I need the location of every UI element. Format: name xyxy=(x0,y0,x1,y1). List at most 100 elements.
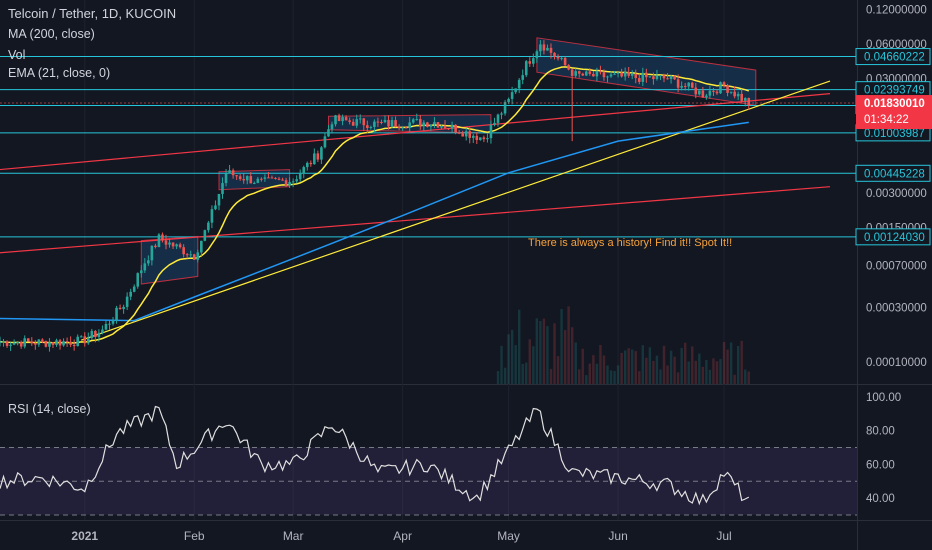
candle-body xyxy=(701,90,705,98)
candle-body xyxy=(277,178,281,180)
candle-body xyxy=(51,342,55,345)
candle-body xyxy=(426,122,429,127)
date-label: 2021 xyxy=(71,529,98,543)
candle-body xyxy=(436,122,440,128)
candle-body xyxy=(567,65,570,70)
candle-body xyxy=(733,91,736,97)
candle-body xyxy=(122,306,125,310)
volume-bar xyxy=(669,350,673,384)
candle-body xyxy=(256,178,260,183)
candle-body xyxy=(108,323,111,325)
candle-body xyxy=(475,135,479,141)
candle-body xyxy=(72,344,76,347)
candle-body xyxy=(217,193,221,206)
candle-body xyxy=(673,76,676,80)
candle-body xyxy=(125,296,129,307)
candle-body xyxy=(139,270,143,274)
candle-body xyxy=(708,90,712,96)
price-tick-label: 0.06000000 xyxy=(866,39,927,51)
candle-body xyxy=(341,117,344,122)
candle-body xyxy=(207,222,210,231)
candle-body xyxy=(168,242,171,245)
ma-legend[interactable]: MA (200, close) xyxy=(8,27,95,41)
candle-body xyxy=(666,78,669,80)
candle-body xyxy=(620,72,623,77)
volume-bar xyxy=(592,355,595,384)
candle-body xyxy=(592,73,595,77)
candle-body xyxy=(30,341,34,344)
volume-bar xyxy=(729,342,733,384)
candle-body xyxy=(408,122,412,128)
candle-body xyxy=(514,88,517,93)
candle-body xyxy=(224,173,228,184)
candle-body xyxy=(192,254,196,260)
candle-body xyxy=(9,344,12,346)
volume-legend[interactable]: Vol xyxy=(8,48,26,62)
volume-bar xyxy=(514,345,517,384)
candle-body xyxy=(164,240,168,245)
price-tick-label: 0.00030000 xyxy=(866,302,927,314)
ema-legend[interactable]: EMA (21, close, 0) xyxy=(8,66,111,80)
candle-body xyxy=(645,72,648,78)
volume-bar xyxy=(496,371,500,384)
candle-body xyxy=(320,147,323,160)
candle-body xyxy=(510,92,514,99)
candle-body xyxy=(90,330,94,339)
volume-bar xyxy=(638,371,641,384)
trend-line-upper xyxy=(0,93,831,171)
candle-body xyxy=(362,118,366,126)
candle-body xyxy=(422,122,426,127)
volume-bar xyxy=(631,349,634,384)
date-label: Jun xyxy=(608,529,627,543)
volume-bar xyxy=(747,371,750,384)
candle-body xyxy=(659,75,662,77)
volume-bar xyxy=(560,309,563,384)
candle-body xyxy=(196,252,200,260)
candle-body xyxy=(118,307,122,310)
rsi-pane xyxy=(0,405,857,516)
volume-bar xyxy=(726,349,729,384)
trend-line-lower xyxy=(0,186,831,254)
candle-body xyxy=(245,176,249,181)
candle-body xyxy=(457,132,461,134)
candle-body xyxy=(373,121,376,127)
volume-bar xyxy=(705,359,708,384)
volume-bar xyxy=(712,358,715,384)
level-badge xyxy=(855,228,931,246)
candle-body xyxy=(344,117,348,121)
volume-bar xyxy=(744,369,747,384)
candle-body xyxy=(115,307,118,321)
candle-body xyxy=(235,175,238,177)
volume-bar xyxy=(620,352,623,384)
volume-bar xyxy=(532,346,535,384)
level-badge-label: 0.01003987 xyxy=(864,128,925,140)
volume-bar xyxy=(722,342,726,384)
candle-body xyxy=(443,125,447,129)
volume-bars xyxy=(496,306,750,384)
horizontal-levels xyxy=(0,56,857,238)
volume-bar xyxy=(609,370,613,384)
candle-body xyxy=(41,339,44,341)
candle-body xyxy=(12,342,16,345)
rsi-legend[interactable]: RSI (14, close) xyxy=(8,402,91,416)
candle-body xyxy=(747,98,751,106)
candle-body xyxy=(58,340,62,346)
candle-body xyxy=(200,240,203,253)
candle-body xyxy=(570,69,574,76)
volume-bar xyxy=(683,342,687,384)
candle-body xyxy=(355,119,359,126)
candle-body xyxy=(461,133,464,137)
candle-body xyxy=(76,336,80,347)
volume-bar xyxy=(623,350,627,384)
rsi-tick-label: 60.00 xyxy=(866,459,895,471)
volume-bar xyxy=(694,360,697,384)
volume-bar xyxy=(595,363,599,384)
volume-bar xyxy=(655,355,659,384)
candle-body xyxy=(65,341,69,343)
volume-bar xyxy=(648,347,652,384)
volume-bar xyxy=(719,359,722,384)
volume-bar xyxy=(556,356,560,384)
candle-body xyxy=(549,47,553,53)
candle-body xyxy=(94,330,97,337)
